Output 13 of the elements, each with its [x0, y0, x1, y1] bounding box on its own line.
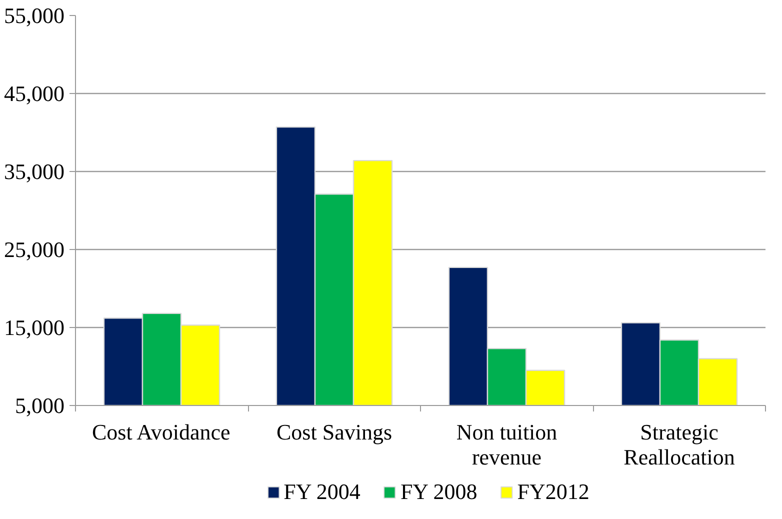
x-tick-label: Strategic Reallocation — [624, 420, 735, 470]
y-tick-label: 25,000 — [4, 237, 64, 262]
y-tick-label: 55,000 — [4, 3, 64, 28]
y-tick-label: 5,000 — [15, 393, 64, 418]
x-tick-label: Cost Savings — [276, 420, 392, 444]
y-tick-label: 45,000 — [4, 81, 64, 106]
y-tick-label: 35,000 — [4, 159, 64, 184]
legend-label: FY 2008 — [400, 479, 478, 505]
legend-label: FY 2004 — [284, 479, 360, 505]
y-tick-label: 15,000 — [4, 315, 64, 340]
x-tick-label: Cost Avoidance — [92, 420, 230, 444]
legend-label: FY2012 — [517, 479, 590, 505]
x-tick-label: Non tuition revenue — [456, 420, 558, 470]
